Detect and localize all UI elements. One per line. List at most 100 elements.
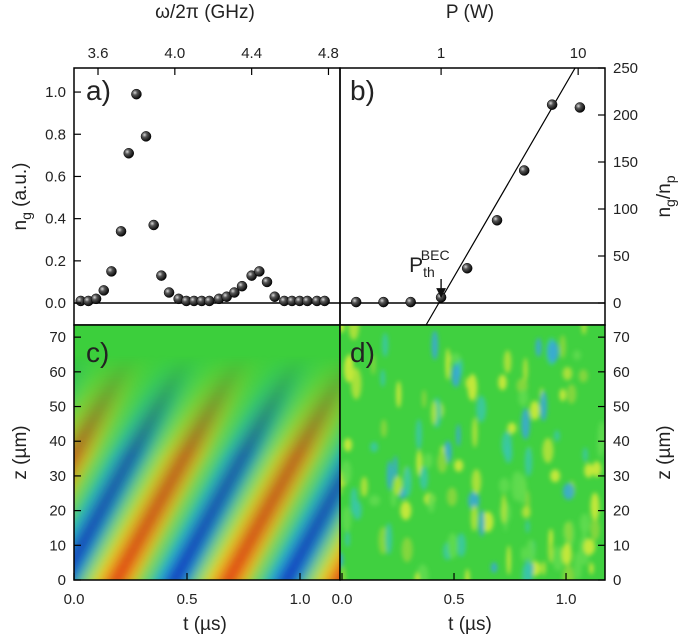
blob [400, 501, 412, 520]
y-tick-label: 30 [49, 468, 66, 485]
panel [340, 68, 605, 325]
data-point [156, 270, 167, 281]
data-point [106, 266, 117, 277]
panel-label: c) [86, 337, 109, 368]
y-tick-label: 200 [613, 107, 638, 124]
y-tick-label: 40 [49, 433, 66, 450]
x-tick-label: 4.8 [318, 45, 339, 62]
data-point [98, 285, 110, 296]
blob [521, 505, 531, 519]
blob [350, 367, 362, 400]
blob [584, 463, 594, 478]
y-tick-label: 0 [613, 295, 621, 312]
blob [471, 469, 482, 495]
blob [467, 373, 478, 401]
data-point [302, 295, 313, 307]
annotation-main: P [409, 254, 423, 277]
blob [451, 364, 461, 388]
blob [360, 476, 368, 497]
data-point [148, 219, 159, 231]
x-tick-label: 4.4 [241, 45, 262, 62]
y-tick-label: 0 [58, 572, 66, 589]
blob [369, 494, 381, 506]
blob [516, 470, 522, 502]
blob [393, 475, 403, 496]
blob [522, 357, 528, 382]
data-point [518, 165, 530, 176]
data-point [261, 276, 273, 288]
stripe [280, 472, 340, 580]
blob [371, 354, 376, 375]
blob [498, 374, 507, 391]
x-axis-label: t (µs) [448, 614, 492, 635]
y-tick-label: 50 [613, 399, 630, 416]
blob [583, 538, 596, 555]
blob [465, 568, 470, 580]
stripe [74, 345, 205, 580]
blob [535, 337, 542, 357]
blob [490, 562, 498, 573]
blob [456, 533, 466, 558]
data-point [131, 88, 142, 100]
blob [382, 332, 389, 358]
y-tick-label: 250 [613, 60, 638, 77]
blob [340, 460, 352, 485]
blob [385, 522, 393, 555]
blob [597, 435, 604, 458]
blob [591, 461, 602, 478]
blob [581, 325, 587, 335]
blob [414, 572, 420, 580]
blob [386, 460, 393, 491]
blob [566, 521, 573, 544]
x-tick-label: 1.0 [290, 591, 311, 608]
y-tick-label: 10 [613, 537, 630, 554]
blob [345, 531, 350, 548]
stripe [74, 345, 86, 367]
blob [561, 543, 572, 566]
blob [562, 483, 575, 500]
y-axis-label-part: /n [654, 183, 675, 199]
data-point [123, 147, 134, 159]
blob [521, 562, 533, 580]
y-tick-label: 0.6 [45, 168, 66, 185]
blob [481, 511, 494, 533]
blob [456, 424, 461, 447]
panel-label: b) [350, 75, 375, 106]
y-tick-label: 0.2 [45, 253, 66, 270]
blob [589, 562, 594, 575]
blob [525, 520, 530, 533]
blob [562, 366, 573, 381]
blob [501, 494, 507, 524]
blob [340, 325, 345, 333]
blob [419, 466, 429, 491]
blob [415, 418, 423, 450]
y-tick-label: 70 [613, 329, 630, 346]
blob [521, 408, 531, 440]
y-tick-label: 50 [613, 248, 630, 265]
stripe [273, 459, 340, 580]
frame [73, 67, 341, 326]
data-point [204, 295, 215, 307]
blob [343, 355, 354, 383]
y-axis-label-part: (a.u.) [10, 163, 31, 213]
heatmap-blobs [340, 325, 605, 580]
stripe [74, 345, 151, 485]
blob [552, 545, 564, 571]
stripe [219, 361, 340, 580]
y-axis-label: z (µm) [654, 425, 675, 479]
y-tick-label: 0.8 [45, 126, 66, 143]
data-point [163, 287, 175, 298]
data-point [574, 102, 586, 113]
data-point [546, 99, 558, 110]
y-tick-label: 20 [49, 503, 66, 520]
data-point [378, 296, 389, 308]
blob [427, 492, 435, 513]
blob [380, 419, 388, 438]
blob [352, 500, 362, 521]
x-tick-label: 0.5 [444, 591, 465, 608]
blob [470, 504, 478, 532]
blob [547, 341, 559, 363]
blob [472, 417, 478, 448]
x-tick-label: 1.0 [556, 591, 577, 608]
data-point [140, 131, 152, 142]
